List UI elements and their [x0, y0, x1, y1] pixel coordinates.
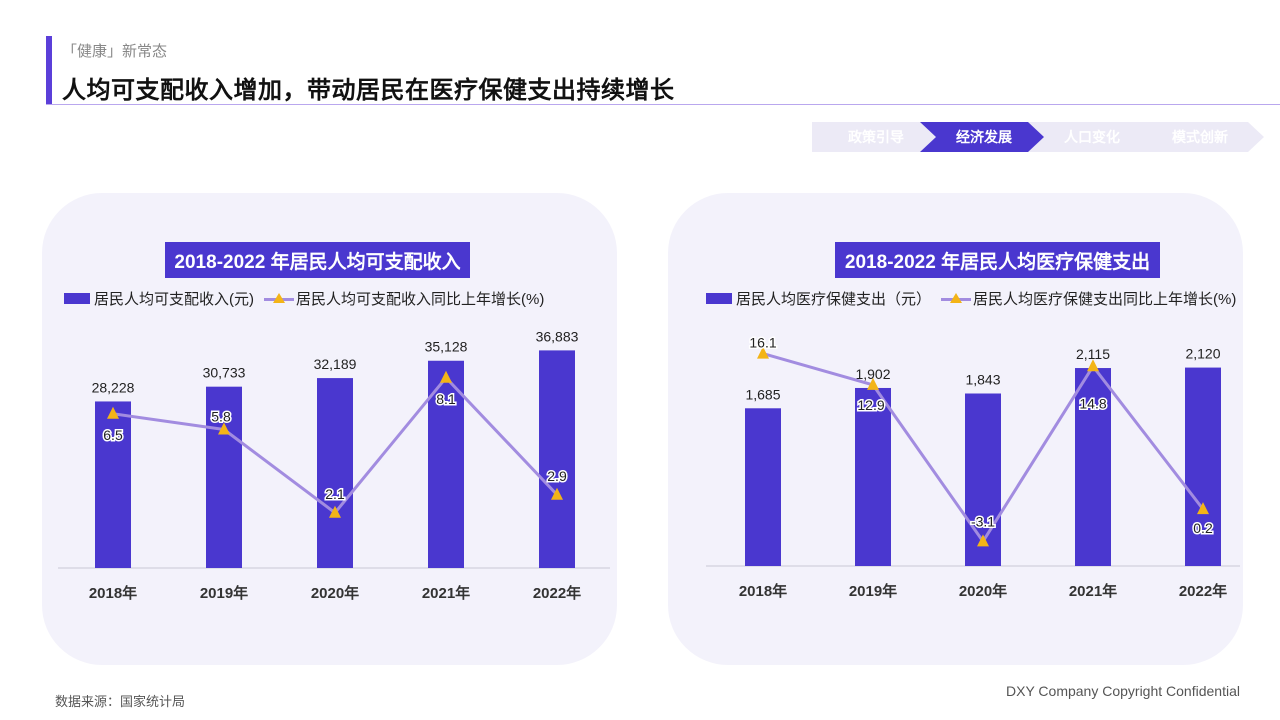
- step-navigation: 政策引导 经济发展 人口变化 模式创新: [812, 122, 1264, 152]
- step-policy[interactable]: 政策引导: [812, 122, 940, 152]
- bar: [95, 401, 131, 568]
- healthcare-chart-title: 2018-2022 年居民人均医疗保健支出: [835, 242, 1160, 278]
- growth-value-label: 2.1: [325, 486, 345, 502]
- title-accent-bar: [46, 36, 52, 104]
- legend-bar-label: 居民人均医疗保健支出（元）: [736, 291, 932, 308]
- bar-value-label: 35,128: [425, 339, 468, 355]
- growth-point: [107, 406, 119, 419]
- growth-value-label: 14.8: [1079, 395, 1106, 411]
- step-population[interactable]: 人口变化: [1028, 122, 1156, 152]
- growth-point: [551, 487, 563, 500]
- x-tick-label: 2022年: [533, 584, 581, 602]
- x-tick-label: 2021年: [1069, 582, 1117, 600]
- legend-bar-swatch: [706, 293, 732, 304]
- step-arrow-shape: [920, 122, 1048, 152]
- legend-line-label: 居民人均医疗保健支出同比上年增长(%): [973, 291, 1237, 308]
- step-label: 政策引导: [848, 129, 904, 145]
- bar: [206, 386, 242, 568]
- x-tick-label: 2018年: [739, 582, 787, 600]
- bar-value-label: 2,115: [1076, 346, 1110, 362]
- growth-point: [757, 346, 769, 359]
- bar: [745, 408, 781, 566]
- bar-value-label: 36,883: [536, 328, 579, 344]
- bar: [539, 350, 575, 568]
- x-tick-label: 2021年: [422, 584, 470, 602]
- growth-value-label: 6.5: [103, 427, 123, 443]
- step-label: 人口变化: [1064, 129, 1120, 145]
- x-tick-label: 2022年: [1179, 582, 1227, 600]
- step-economy[interactable]: 经济发展: [920, 122, 1048, 152]
- bar: [1185, 367, 1221, 566]
- step-arrow-shape: [1028, 122, 1156, 152]
- bar-value-label: 1,685: [745, 386, 780, 402]
- x-tick-label: 2018年: [89, 584, 137, 602]
- step-label: 模式创新: [1172, 129, 1228, 145]
- legend-bar-label: 居民人均可支配收入(元): [94, 291, 254, 308]
- bar: [428, 360, 464, 568]
- step-label: 经济发展: [956, 129, 1012, 145]
- growth-point: [218, 422, 230, 435]
- growth-value-label: 5.8: [211, 409, 231, 425]
- bar-value-label: 1,843: [965, 371, 1000, 387]
- growth-point: [1087, 359, 1099, 372]
- section-subtitle: 「健康」新常态: [62, 43, 168, 60]
- step-arrow-shape: [1136, 122, 1264, 152]
- data-source: 数据来源：国家统计局: [55, 694, 186, 709]
- bar-value-label: 2,120: [1185, 346, 1220, 362]
- income-chart-title: 2018-2022 年居民人均可支配收入: [165, 242, 470, 278]
- bar-value-label: 28,228: [92, 379, 135, 395]
- growth-point: [440, 370, 452, 383]
- header-divider: [46, 104, 1280, 105]
- growth-point: [977, 534, 989, 547]
- bar-value-label: 1,902: [855, 366, 890, 382]
- income-chart-legend: 居民人均可支配收入(元) 居民人均可支配收入同比上年增长(%): [64, 288, 544, 309]
- growth-point: [329, 505, 341, 518]
- bar: [855, 387, 891, 566]
- bar: [317, 378, 353, 568]
- growth-value-label: 8.1: [436, 391, 456, 407]
- legend-line-label: 居民人均可支配收入同比上年增长(%): [296, 291, 545, 308]
- x-tick-label: 2020年: [311, 584, 359, 602]
- x-tick-label: 2019年: [849, 582, 897, 600]
- bar-value-label: 30,733: [203, 365, 246, 381]
- x-tick-label: 2020年: [959, 582, 1007, 600]
- growth-value-label: -3.1: [971, 513, 995, 529]
- growth-value-label: 0.2: [1193, 520, 1213, 536]
- legend-bar-swatch: [64, 293, 90, 304]
- x-tick-label: 2019年: [200, 584, 248, 602]
- legend-line-swatch: [264, 292, 294, 305]
- copyright-notice: DXY Company Copyright Confidential: [1006, 683, 1240, 699]
- growth-point: [867, 377, 879, 390]
- legend-line-swatch: [941, 292, 972, 305]
- growth-value-label: 16.1: [749, 335, 776, 351]
- growth-value-label: 2.9: [547, 468, 567, 484]
- bar-value-label: 32,189: [314, 356, 357, 372]
- growth-value-label: 12.9: [857, 397, 884, 413]
- step-arrow-shape: [812, 122, 940, 152]
- step-innovation[interactable]: 模式创新: [1136, 122, 1264, 152]
- bar: [1075, 368, 1111, 566]
- growth-point: [1197, 502, 1209, 515]
- healthcare-chart-legend: 居民人均医疗保健支出（元） 居民人均医疗保健支出同比上年增长(%): [706, 288, 1236, 309]
- page-title: 人均可支配收入增加，带动居民在医疗保健支出持续增长: [62, 77, 675, 104]
